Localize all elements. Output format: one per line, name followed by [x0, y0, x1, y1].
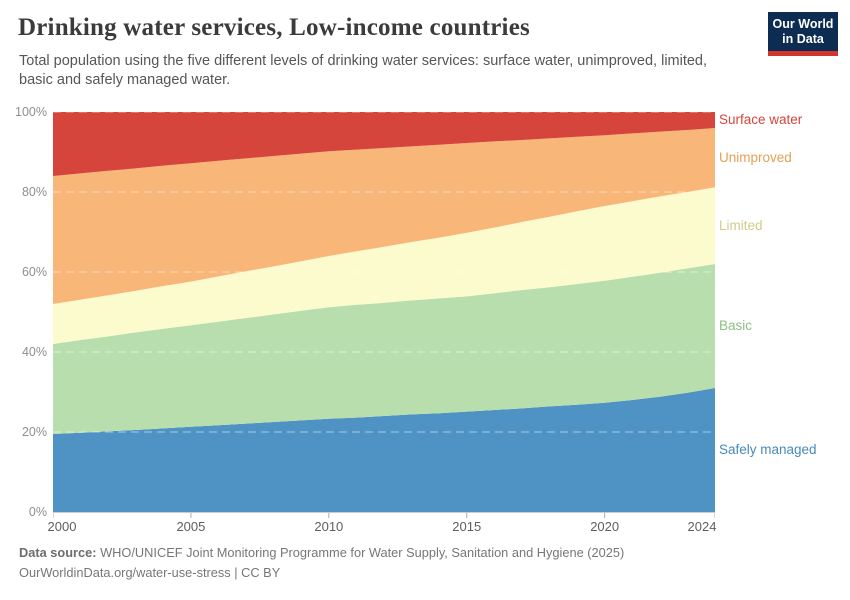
- y-axis-label-40: 40%: [21, 345, 47, 359]
- data-source-text: WHO/UNICEF Joint Monitoring Programme fo…: [96, 545, 625, 560]
- area-surface-water[interactable]: [53, 112, 715, 176]
- x-axis-label-2015: 2015: [452, 519, 482, 534]
- owid-logo-box: Our World in Data: [768, 12, 838, 51]
- owid-logo-line2: in Data: [782, 31, 824, 46]
- y-axis-label-0: 0%: [28, 505, 47, 519]
- x-axis-label-2020: 2020: [590, 519, 620, 534]
- y-axis-label-20: 20%: [21, 425, 47, 439]
- x-axis-label-2000: 2000: [47, 519, 77, 534]
- area-unimproved[interactable]: [53, 128, 715, 304]
- owid-logo-stripe: [768, 51, 838, 56]
- x-axis-label-2010: 2010: [314, 519, 344, 534]
- stacked-area-chart: 0% 20% 40% 60% 80% 100% 2000 2005 2010 2015 2020 2…: [0, 100, 850, 540]
- data-source-line: Data source: WHO/UNICEF Joint Monitoring…: [19, 543, 831, 563]
- legend-label-unimproved[interactable]: Unimproved: [719, 149, 792, 165]
- x-axis-label-2024: 2024: [687, 519, 717, 534]
- page-title: Drinking water services, Low-income coun…: [18, 14, 530, 41]
- owid-logo-line1: Our World: [772, 16, 834, 31]
- footer-link[interactable]: OurWorldinData.org/water-use-stress | CC…: [19, 565, 281, 580]
- legend-label-basic[interactable]: Basic: [719, 318, 753, 333]
- area-limited[interactable]: [53, 187, 715, 344]
- y-axis-label-100: 100%: [15, 105, 47, 119]
- data-source-label: Data source:: [19, 545, 97, 560]
- owid-logo[interactable]: Our World in Data: [768, 12, 838, 56]
- legend-label-limited[interactable]: Limited: [719, 217, 763, 233]
- legend-label-safely-managed[interactable]: Safely managed: [719, 442, 817, 457]
- legend-label-surface-water[interactable]: Surface water: [719, 112, 803, 127]
- area-safely-managed[interactable]: [53, 388, 715, 512]
- footer: Data source: WHO/UNICEF Joint Monitoring…: [19, 543, 831, 583]
- page-subtitle: Total population using the five differen…: [19, 53, 708, 89]
- y-axis-label-60: 60%: [21, 265, 47, 279]
- area-basic[interactable]: [53, 264, 715, 434]
- x-axis-label-2005: 2005: [176, 519, 206, 534]
- y-axis-label-80: 80%: [21, 185, 47, 199]
- plot-area: [53, 112, 715, 518]
